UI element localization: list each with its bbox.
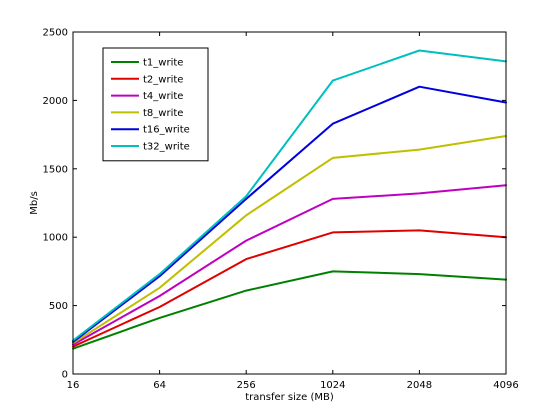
series-line-t16-write [72,85,507,343]
legend-label: t4_write [143,91,183,102]
plot-frame [72,31,507,375]
y-axis-title: Mb/s [29,191,40,215]
legend-label: t1_write [143,58,183,69]
legend-label: t32_write [143,142,190,153]
y-tick-label: 1000 [43,233,68,244]
series-layer [72,49,507,350]
x-tick-label: 4096 [493,380,518,391]
legend-box [102,47,209,162]
x-axis-title: transfer size (MB) [245,392,334,403]
series-line-t2-write [72,229,507,348]
y-tick-label: 1500 [43,164,68,175]
x-tick-label: 1024 [320,380,345,391]
x-tick-label: 16 [67,380,80,391]
y-tick-label: 2000 [43,96,68,107]
series-line-t4-write [72,184,507,346]
y-tick-label: 2500 [43,28,68,39]
legend-label: t2_write [143,74,183,85]
x-tick-label: 2048 [407,380,432,391]
y-tick-label: 0 [62,370,68,381]
series-line-t32-write [72,49,507,342]
x-tick-label: 64 [153,380,166,391]
legend-label: t8_write [143,108,183,119]
ticks-layer: 16 64 256 1024 2048 4096 0 500 1000 1500 2000 2500 [43,28,519,392]
series-line-t8-write [72,135,507,345]
x-tick-label: 256 [237,380,256,391]
legend: t1_write t2_write t4_write t8_write t16_writ… [102,47,209,162]
legend-label: t16_write [143,125,190,136]
series-line-t1-write [72,270,507,350]
y-tick-label: 500 [49,301,68,312]
